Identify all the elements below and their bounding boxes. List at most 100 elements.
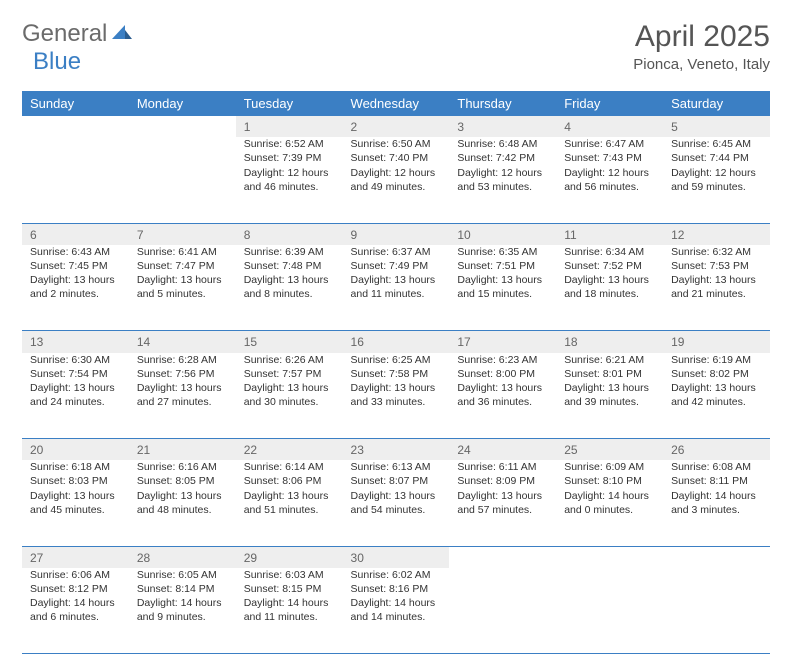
daylight-text-2: and 46 minutes. — [244, 180, 335, 194]
daynum-cell: 24 — [449, 439, 556, 461]
daynum-row: 27282930 — [22, 546, 770, 568]
week-row: Sunrise: 6:43 AMSunset: 7:45 PMDaylight:… — [22, 245, 770, 331]
day-cell: Sunrise: 6:05 AMSunset: 8:14 PMDaylight:… — [129, 568, 236, 654]
day-cell: Sunrise: 6:50 AMSunset: 7:40 PMDaylight:… — [343, 137, 450, 223]
daylight-text-1: Daylight: 13 hours — [351, 273, 442, 287]
sunrise-text: Sunrise: 6:48 AM — [457, 137, 548, 151]
sunset-text: Sunset: 7:57 PM — [244, 367, 335, 381]
day-cell: Sunrise: 6:03 AMSunset: 8:15 PMDaylight:… — [236, 568, 343, 654]
daylight-text-1: Daylight: 13 hours — [564, 273, 655, 287]
daylight-text-2: and 49 minutes. — [351, 180, 442, 194]
daynum-cell: 21 — [129, 439, 236, 461]
day-cell: Sunrise: 6:41 AMSunset: 7:47 PMDaylight:… — [129, 245, 236, 331]
week-row: Sunrise: 6:18 AMSunset: 8:03 PMDaylight:… — [22, 460, 770, 546]
day-cell — [449, 568, 556, 654]
daylight-text-2: and 14 minutes. — [351, 610, 442, 624]
daylight-text-2: and 48 minutes. — [137, 503, 228, 517]
sunset-text: Sunset: 7:43 PM — [564, 151, 655, 165]
sunset-text: Sunset: 7:58 PM — [351, 367, 442, 381]
logo-line2: Blue — [33, 48, 81, 76]
daylight-text-2: and 42 minutes. — [671, 395, 762, 409]
daynum-row: 6789101112 — [22, 223, 770, 245]
daylight-text-1: Daylight: 13 hours — [457, 489, 548, 503]
daylight-text-1: Daylight: 13 hours — [244, 381, 335, 395]
daylight-text-1: Daylight: 13 hours — [137, 273, 228, 287]
sunrise-text: Sunrise: 6:19 AM — [671, 353, 762, 367]
sunrise-text: Sunrise: 6:32 AM — [671, 245, 762, 259]
location: Pionca, Veneto, Italy — [633, 56, 770, 73]
daylight-text-1: Daylight: 13 hours — [244, 273, 335, 287]
triangle-icon — [111, 23, 133, 46]
daylight-text-1: Daylight: 13 hours — [137, 381, 228, 395]
daylight-text-2: and 24 minutes. — [30, 395, 121, 409]
sunset-text: Sunset: 7:51 PM — [457, 259, 548, 273]
day-cell: Sunrise: 6:30 AMSunset: 7:54 PMDaylight:… — [22, 353, 129, 439]
sunset-text: Sunset: 8:07 PM — [351, 474, 442, 488]
daylight-text-1: Daylight: 12 hours — [351, 166, 442, 180]
sunset-text: Sunset: 8:06 PM — [244, 474, 335, 488]
daylight-text-2: and 0 minutes. — [564, 503, 655, 517]
daynum-cell: 28 — [129, 546, 236, 568]
sunset-text: Sunset: 8:03 PM — [30, 474, 121, 488]
sunset-text: Sunset: 8:09 PM — [457, 474, 548, 488]
day-cell: Sunrise: 6:47 AMSunset: 7:43 PMDaylight:… — [556, 137, 663, 223]
sunrise-text: Sunrise: 6:26 AM — [244, 353, 335, 367]
sunrise-text: Sunrise: 6:50 AM — [351, 137, 442, 151]
daylight-text-1: Daylight: 14 hours — [30, 596, 121, 610]
sunset-text: Sunset: 8:01 PM — [564, 367, 655, 381]
sunrise-text: Sunrise: 6:18 AM — [30, 460, 121, 474]
sunset-text: Sunset: 7:49 PM — [351, 259, 442, 273]
day-header: Thursday — [449, 91, 556, 116]
sunrise-text: Sunrise: 6:41 AM — [137, 245, 228, 259]
daynum-cell: 29 — [236, 546, 343, 568]
daylight-text-2: and 11 minutes. — [244, 610, 335, 624]
daylight-text-1: Daylight: 12 hours — [671, 166, 762, 180]
daynum-cell: 18 — [556, 331, 663, 353]
calendar-table: SundayMondayTuesdayWednesdayThursdayFrid… — [22, 91, 770, 654]
sunrise-text: Sunrise: 6:11 AM — [457, 460, 548, 474]
sunset-text: Sunset: 8:15 PM — [244, 582, 335, 596]
sunset-text: Sunset: 8:05 PM — [137, 474, 228, 488]
daylight-text-1: Daylight: 12 hours — [244, 166, 335, 180]
sunrise-text: Sunrise: 6:47 AM — [564, 137, 655, 151]
daynum-cell: 14 — [129, 331, 236, 353]
sunrise-text: Sunrise: 6:21 AM — [564, 353, 655, 367]
week-row: Sunrise: 6:52 AMSunset: 7:39 PMDaylight:… — [22, 137, 770, 223]
header: General April 2025 Pionca, Veneto, Italy — [22, 20, 770, 73]
logo-text-blue: Blue — [33, 48, 81, 75]
day-cell: Sunrise: 6:34 AMSunset: 7:52 PMDaylight:… — [556, 245, 663, 331]
title-block: April 2025 Pionca, Veneto, Italy — [633, 20, 770, 73]
sunrise-text: Sunrise: 6:05 AM — [137, 568, 228, 582]
daynum-cell — [556, 546, 663, 568]
day-cell: Sunrise: 6:25 AMSunset: 7:58 PMDaylight:… — [343, 353, 450, 439]
daylight-text-2: and 21 minutes. — [671, 287, 762, 301]
sunset-text: Sunset: 7:44 PM — [671, 151, 762, 165]
daylight-text-2: and 33 minutes. — [351, 395, 442, 409]
daylight-text-1: Daylight: 13 hours — [137, 489, 228, 503]
daylight-text-2: and 3 minutes. — [671, 503, 762, 517]
daylight-text-1: Daylight: 13 hours — [671, 381, 762, 395]
sunset-text: Sunset: 7:45 PM — [30, 259, 121, 273]
day-cell: Sunrise: 6:35 AMSunset: 7:51 PMDaylight:… — [449, 245, 556, 331]
sunrise-text: Sunrise: 6:06 AM — [30, 568, 121, 582]
daylight-text-1: Daylight: 13 hours — [30, 489, 121, 503]
daynum-cell: 1 — [236, 116, 343, 137]
daylight-text-1: Daylight: 12 hours — [457, 166, 548, 180]
day-cell: Sunrise: 6:08 AMSunset: 8:11 PMDaylight:… — [663, 460, 770, 546]
day-cell: Sunrise: 6:11 AMSunset: 8:09 PMDaylight:… — [449, 460, 556, 546]
sunset-text: Sunset: 8:14 PM — [137, 582, 228, 596]
daynum-cell: 19 — [663, 331, 770, 353]
day-cell: Sunrise: 6:28 AMSunset: 7:56 PMDaylight:… — [129, 353, 236, 439]
sunrise-text: Sunrise: 6:39 AM — [244, 245, 335, 259]
daylight-text-2: and 9 minutes. — [137, 610, 228, 624]
sunset-text: Sunset: 7:52 PM — [564, 259, 655, 273]
daylight-text-2: and 59 minutes. — [671, 180, 762, 194]
sunrise-text: Sunrise: 6:37 AM — [351, 245, 442, 259]
daylight-text-2: and 45 minutes. — [30, 503, 121, 517]
daynum-cell — [449, 546, 556, 568]
daylight-text-1: Daylight: 12 hours — [564, 166, 655, 180]
sunset-text: Sunset: 7:40 PM — [351, 151, 442, 165]
sunset-text: Sunset: 7:39 PM — [244, 151, 335, 165]
day-header: Tuesday — [236, 91, 343, 116]
daynum-cell: 22 — [236, 439, 343, 461]
